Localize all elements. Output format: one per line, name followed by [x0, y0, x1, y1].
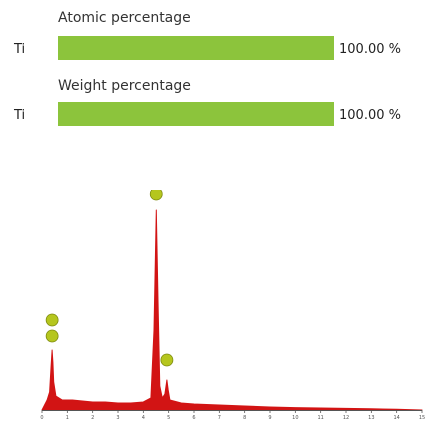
eds-spectrum-chart: 0 1 2 3 4 5 6 7 8 9 10 11 12 13 14 15 — [40, 190, 425, 421]
x-tick-label: 15 — [419, 415, 425, 421]
peak-marker — [45, 313, 59, 327]
spectrum-series — [41, 209, 423, 411]
x-tick-label: 3 — [116, 415, 119, 421]
x-tick-label: 1 — [66, 415, 69, 421]
x-tick-label: 7 — [218, 415, 221, 421]
x-tick-label: 11 — [317, 415, 323, 421]
atomic-value-label: 100.00 % — [339, 42, 401, 57]
atomic-element-label: Ti — [14, 42, 26, 57]
x-tick-label: 12 — [343, 415, 349, 421]
x-tick-label: 5 — [167, 415, 170, 421]
atomic-percentage-title: Atomic percentage — [58, 10, 191, 26]
x-tick-label: 2 — [91, 415, 94, 421]
x-tick-label: 9 — [268, 415, 271, 421]
weight-bar — [58, 102, 334, 126]
x-tick-label: 8 — [243, 415, 246, 421]
peak-marker — [45, 329, 59, 343]
x-tick-label: 14 — [393, 415, 399, 421]
atomic-bar-track — [58, 36, 334, 60]
x-tick-label: 0 — [40, 415, 43, 421]
atomic-bar — [58, 36, 334, 60]
weight-element-label: Ti — [14, 108, 26, 123]
peak-marker — [149, 190, 163, 201]
weight-percentage-title: Weight percentage — [58, 78, 191, 94]
x-tick-label: 10 — [292, 415, 298, 421]
x-tick-label: 4 — [142, 415, 145, 421]
x-tick-label: 13 — [368, 415, 374, 421]
weight-value-label: 100.00 % — [339, 108, 401, 123]
x-tick-label: 6 — [192, 415, 195, 421]
weight-bar-track — [58, 102, 334, 126]
peak-marker — [160, 353, 174, 367]
